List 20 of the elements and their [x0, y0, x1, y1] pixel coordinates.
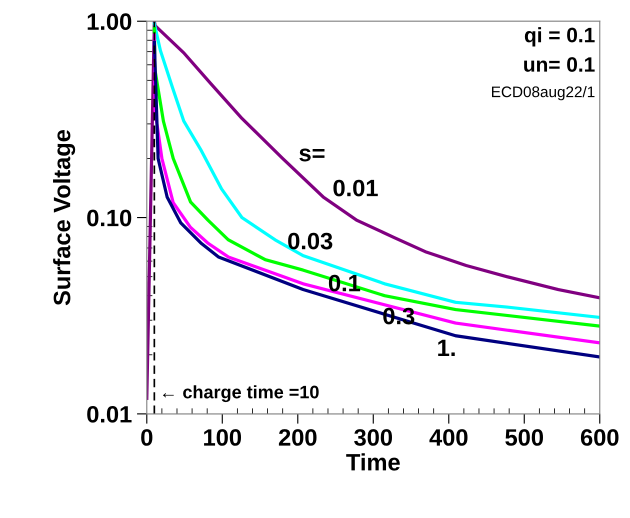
series-label: 0.03	[288, 232, 332, 250]
series-label: 0.01	[333, 180, 378, 196]
x-tick-label: 100	[204, 429, 242, 446]
y-tick-label: 1.00	[88, 13, 132, 30]
x-tick-label: 600	[580, 429, 618, 446]
y-axis-title: Surface Voltage	[53, 130, 76, 306]
series-label: 1.	[438, 340, 455, 356]
y-tick-label: 0.01	[87, 406, 132, 423]
x-tick-label: 0	[141, 429, 152, 446]
annotation: s=	[299, 148, 324, 162]
x-tick-label: 200	[278, 429, 317, 446]
ref-line-label: ← charge time =10	[163, 385, 319, 402]
x-axis-title: Time	[346, 453, 400, 471]
x-tick-label: 300	[354, 429, 392, 446]
x-tick-label: 400	[429, 429, 468, 446]
annotation: un= 0.1	[524, 57, 595, 72]
x-tick-label: 500	[505, 429, 543, 446]
annotation: ECD08aug22/1	[492, 86, 594, 100]
y-tick-label: 0.10	[87, 210, 132, 226]
annotation: qi = 0.1	[524, 27, 595, 47]
